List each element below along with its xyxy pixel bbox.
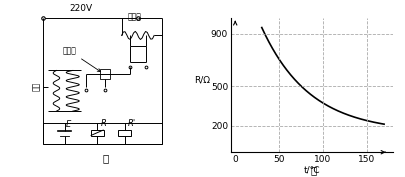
Bar — [100, 69, 110, 79]
X-axis label: t/℃: t/℃ — [303, 165, 320, 174]
Text: E: E — [66, 120, 71, 129]
Text: 220V: 220V — [69, 4, 92, 13]
Text: 弹簧: 弹簧 — [32, 82, 41, 91]
Text: 软导线: 软导线 — [62, 46, 100, 72]
Text: R: R — [100, 119, 106, 128]
Text: 甲: 甲 — [102, 153, 109, 163]
Bar — [91, 130, 104, 136]
Text: 加热器: 加热器 — [128, 13, 142, 22]
Text: 乙: 乙 — [311, 165, 317, 175]
Bar — [118, 130, 131, 136]
Y-axis label: R/Ω: R/Ω — [194, 76, 210, 85]
Text: R': R' — [128, 119, 136, 128]
